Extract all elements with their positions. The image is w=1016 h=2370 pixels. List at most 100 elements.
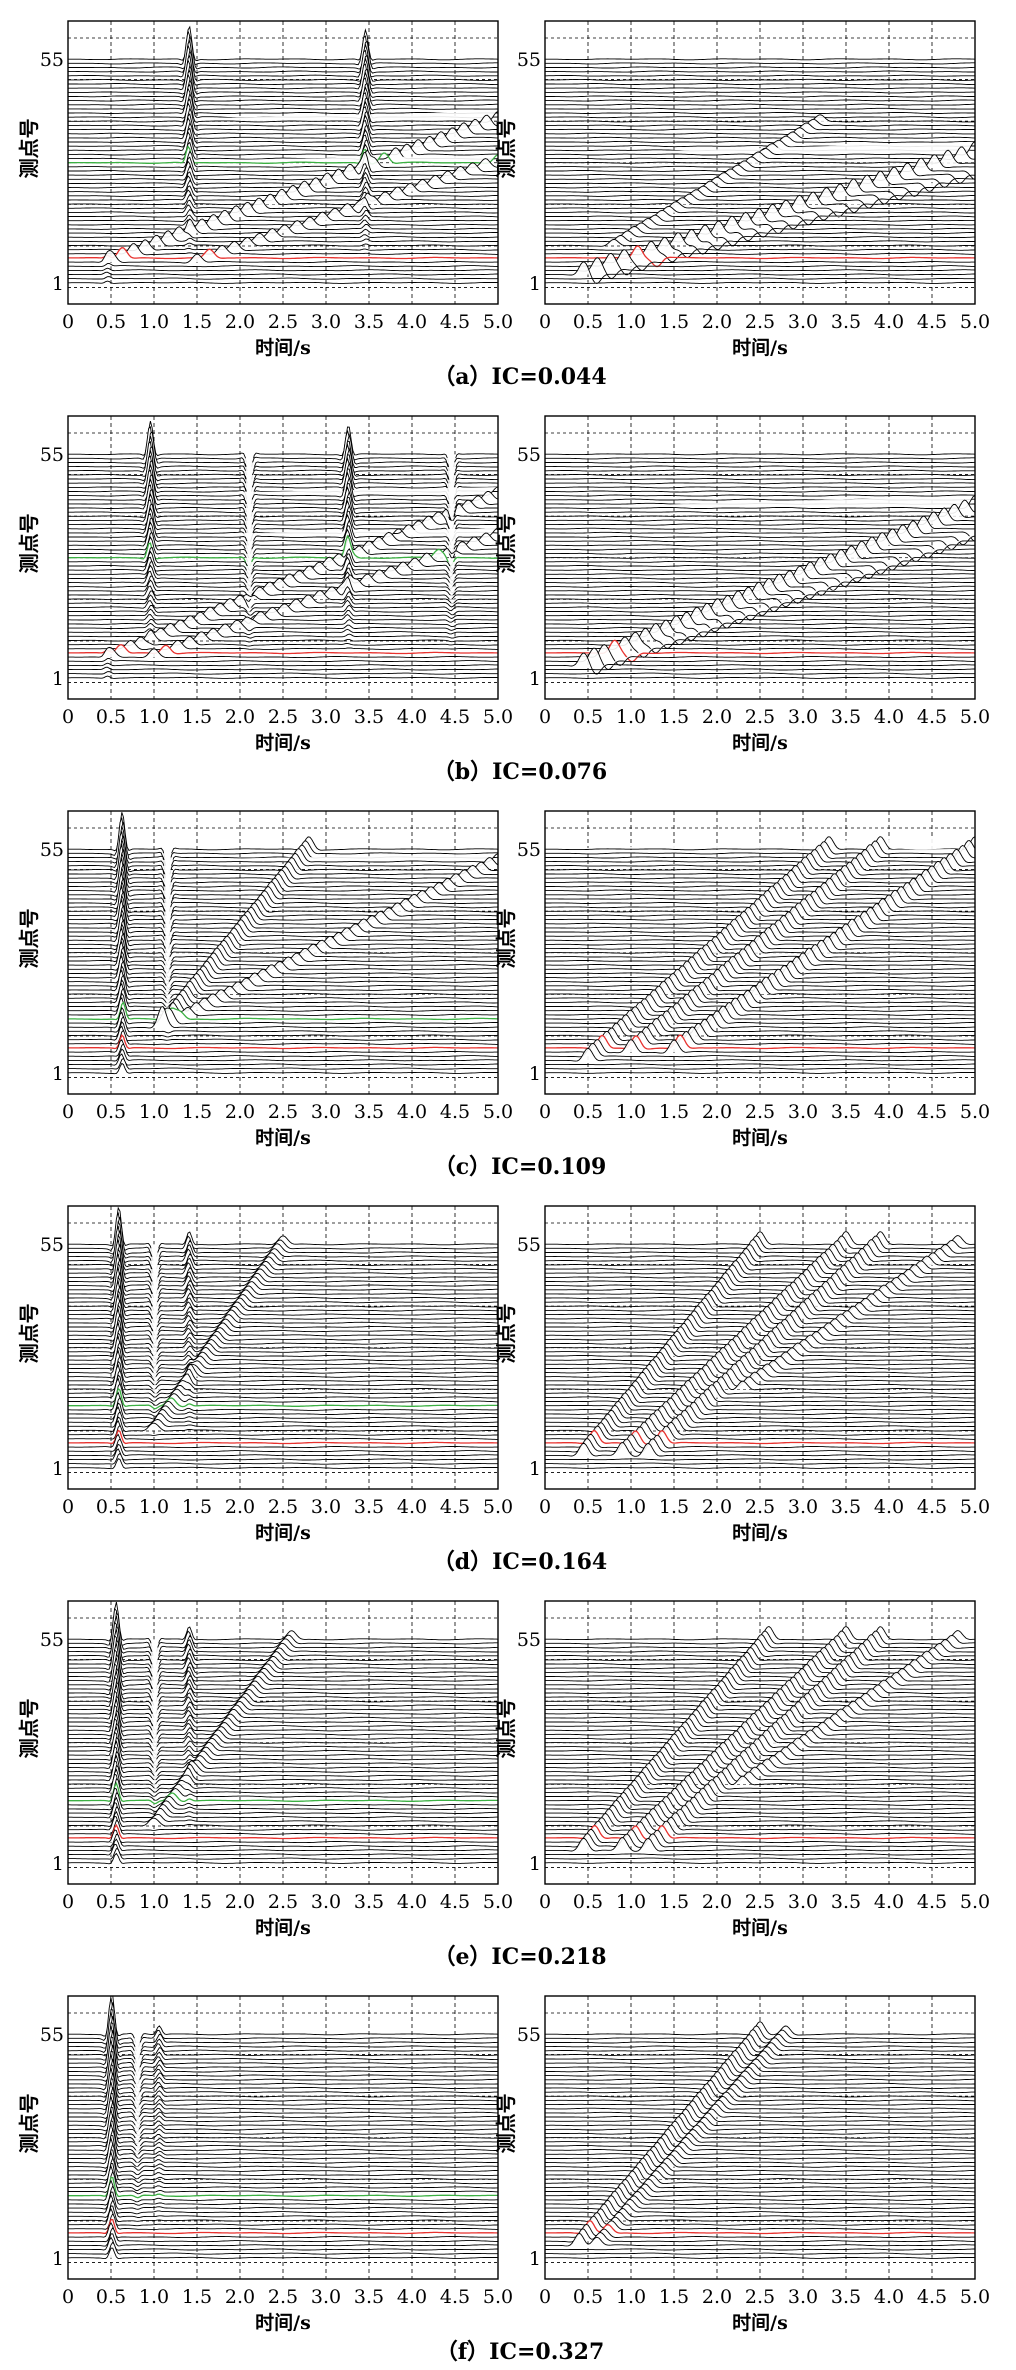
trace — [545, 676, 975, 679]
trace — [545, 131, 975, 139]
trace — [68, 1750, 498, 1778]
trace — [68, 175, 498, 189]
y-tick-label: 1 — [529, 273, 541, 295]
x-tick-label: 4.0 — [874, 2286, 904, 2308]
trace — [545, 1745, 975, 1761]
trace — [68, 149, 498, 169]
x-tick-label: 5.0 — [483, 311, 513, 333]
x-tick-label: 0.5 — [96, 311, 126, 333]
trace — [68, 639, 498, 651]
trace — [68, 1307, 498, 1346]
x-tick-label: 0.5 — [96, 2286, 126, 2308]
trace — [545, 174, 975, 197]
trace — [545, 914, 975, 930]
trace — [545, 473, 975, 476]
x-tick-label: 2.5 — [745, 2286, 775, 2308]
trace — [545, 1347, 975, 1362]
trace — [545, 1692, 975, 1707]
trace — [545, 1816, 975, 1832]
y-axis-label: 测点号 — [17, 118, 41, 178]
x-tick-label: 1.0 — [139, 1496, 169, 1518]
trace — [68, 1695, 498, 1732]
trace — [545, 236, 975, 258]
trace — [68, 1443, 498, 1457]
trace — [545, 461, 975, 464]
trace — [545, 2067, 975, 2082]
x-tick-label: 2.5 — [745, 311, 775, 333]
y-axis-label: 测点号 — [494, 2093, 518, 2153]
x-tick-label: 3.0 — [311, 1496, 341, 1518]
trace — [545, 561, 975, 583]
trace — [545, 556, 975, 580]
trace — [545, 1709, 975, 1724]
trace — [68, 1276, 498, 1318]
trace — [545, 2058, 975, 2073]
x-tick-label: 1.0 — [139, 2286, 169, 2308]
trace — [68, 2247, 498, 2260]
trace — [545, 277, 975, 280]
x-tick-label: 3.5 — [831, 1101, 861, 1123]
trace — [68, 662, 498, 667]
x-tick-label: 0.5 — [573, 2286, 603, 2308]
trace — [68, 918, 498, 956]
trace — [68, 848, 498, 901]
trace — [545, 2075, 975, 2090]
trace — [68, 1247, 498, 1295]
x-tick-label: 2.0 — [225, 1496, 255, 1518]
trace — [68, 69, 498, 99]
trace — [68, 1279, 498, 1323]
trace — [68, 1335, 498, 1369]
trace — [68, 78, 498, 107]
trace — [68, 209, 498, 222]
x-tick-label: 3.0 — [788, 1101, 818, 1123]
traces — [68, 25, 498, 284]
trace — [68, 831, 498, 887]
trace — [545, 1235, 975, 1250]
trace — [545, 453, 975, 456]
trace — [68, 658, 498, 663]
trace — [68, 675, 498, 679]
x-tick-label: 3.0 — [311, 1891, 341, 1913]
traces — [545, 836, 975, 1074]
trace-highlight-red — [545, 1034, 975, 1050]
y-tick-label: 1 — [529, 2248, 541, 2270]
x-tick-label: 3.0 — [788, 2286, 818, 2308]
trace — [68, 1360, 498, 1386]
trace — [545, 1317, 975, 1333]
x-tick-label: 5.0 — [960, 1496, 990, 1518]
trace — [545, 499, 975, 514]
x-tick-label: 5.0 — [483, 706, 513, 728]
y-tick-label: 1 — [52, 273, 64, 295]
x-axis-label: 时间/s — [732, 1917, 788, 1939]
plot-frame — [544, 20, 976, 305]
trace — [68, 817, 498, 875]
trace — [68, 1676, 498, 1718]
x-tick-label: 2.0 — [702, 1101, 732, 1123]
trace — [545, 848, 975, 863]
trace — [545, 1655, 975, 1670]
trace — [68, 107, 498, 132]
panel-b: 0 0.5 1.0 1.5 2.0 2.5 3.0 3.5 4.0 4.5 5.0 1 55 时间/s 测点… — [17, 415, 990, 785]
x-tick-label: 2.0 — [225, 1891, 255, 1913]
trace — [68, 965, 498, 993]
plot-frame — [544, 415, 976, 700]
trace — [545, 114, 975, 123]
trace — [545, 1067, 975, 1070]
trace — [545, 1063, 975, 1066]
trace — [545, 943, 975, 959]
trace — [545, 935, 975, 951]
x-axis-label: 时间/s — [255, 337, 311, 359]
trace — [68, 871, 498, 919]
trace — [545, 1243, 975, 1258]
trace — [68, 48, 498, 82]
right-plot: 0 0.5 1.0 1.5 2.0 2.5 3.0 3.5 4.0 4.5 5.0 1 55 时间/s 测点… — [494, 810, 990, 1149]
plot-frame — [67, 810, 499, 1095]
trace — [68, 635, 498, 647]
y-axis-label: 测点号 — [494, 1698, 518, 1758]
trace — [545, 1314, 975, 1329]
trace — [68, 1704, 498, 1741]
left-plot: 0 0.5 1.0 1.5 2.0 2.5 3.0 3.5 4.0 4.5 5.0 1 55 时间/s 测点… — [17, 20, 513, 359]
plot-frame — [544, 1600, 976, 1885]
x-tick-label: 3.5 — [831, 1496, 861, 1518]
trace — [545, 898, 975, 913]
